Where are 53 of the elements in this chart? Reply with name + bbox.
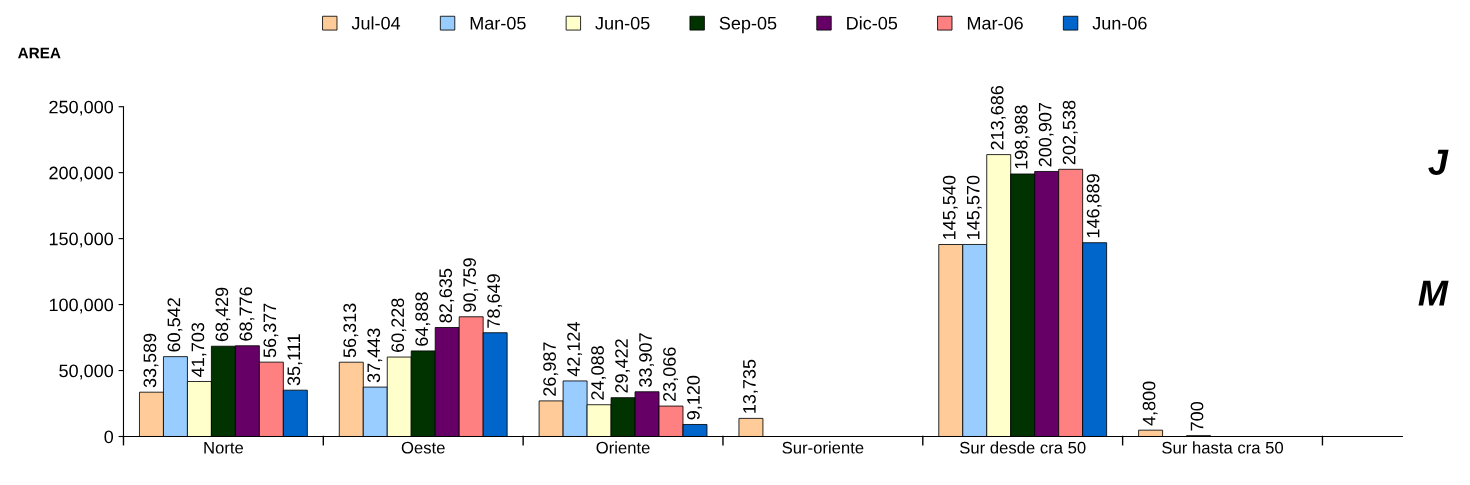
data-label: 60,542 <box>167 298 183 352</box>
data-label: 24,088 <box>591 346 607 400</box>
data-label: 41,703 <box>191 322 207 377</box>
y-tick-label: 100,000 <box>49 298 114 314</box>
data-label: 213,686 <box>990 85 1006 150</box>
data-label: 90,759 <box>463 258 479 312</box>
data-label: 29,422 <box>615 339 631 393</box>
x-tick-label: Sur desde cra 50 <box>960 441 1086 454</box>
y-tick-label: 250,000 <box>49 100 114 116</box>
x-tick-label: Oriente <box>596 441 650 454</box>
legend-label: Sep-05 <box>719 16 777 34</box>
data-label: 35,111 <box>287 334 303 386</box>
data-label: 56,377 <box>263 303 279 358</box>
data-label: 200,907 <box>1038 102 1054 167</box>
data-label: 82,635 <box>439 268 455 323</box>
data-label: 13,735 <box>743 359 758 413</box>
data-label: 33,589 <box>143 333 159 388</box>
x-tick-label: Oeste <box>401 441 445 454</box>
data-label: 9,120 <box>687 375 702 420</box>
data-label: 198,988 <box>1014 105 1030 169</box>
y-axis-title: AREA <box>18 47 61 59</box>
y-tick-label: 0 <box>104 430 114 444</box>
data-label: 26,987 <box>543 342 559 396</box>
x-tick-label: Sur hasta cra 50 <box>1162 441 1284 454</box>
data-label: 56,313 <box>343 303 359 358</box>
legend-label: Jun-06 <box>1092 16 1147 30</box>
data-label: 37,443 <box>367 328 383 383</box>
data-label: 42,124 <box>567 322 583 377</box>
legend-label: Jul-04 <box>351 16 401 30</box>
y-tick-label: 200,000 <box>49 166 114 182</box>
data-label: 68,776 <box>239 287 255 341</box>
data-label: 60,228 <box>391 298 407 352</box>
data-label: 700 <box>1190 401 1204 431</box>
data-label: 145,540 <box>942 175 958 239</box>
data-label: 64,888 <box>415 292 431 346</box>
x-tick-label: Norte <box>204 441 244 454</box>
data-label: 78,649 <box>487 274 503 328</box>
legend-label: Jun-05 <box>595 16 650 30</box>
data-label: 23,066 <box>663 347 678 401</box>
legend-label: Mar-05 <box>470 16 526 30</box>
data-label: 146,889 <box>1086 174 1102 238</box>
y-tick-label: 50,000 <box>59 364 114 380</box>
text: J <box>1428 149 1449 175</box>
data-label: 4,800 <box>1142 381 1158 426</box>
data-label: 145,570 <box>966 175 982 239</box>
y-tick-label: 150,000 <box>49 232 114 248</box>
x-tick-label: Sur-oriente <box>782 441 864 454</box>
text: M <box>1418 280 1449 306</box>
legend-label: Mar-06 <box>967 16 1023 30</box>
data-label: 33,907 <box>639 333 655 387</box>
data-label: 68,429 <box>215 287 231 342</box>
data-label: 202,538 <box>1062 100 1078 165</box>
legend-label: Dic-05 <box>847 16 898 30</box>
